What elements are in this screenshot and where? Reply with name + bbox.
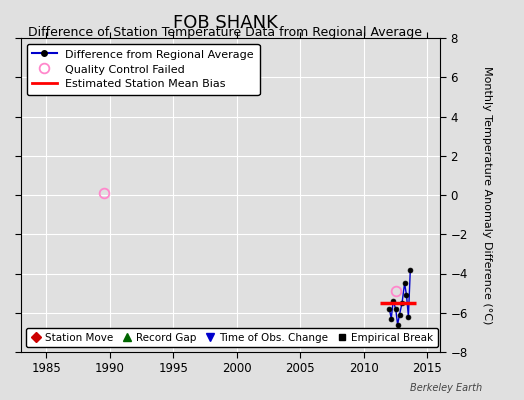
Text: Difference of Station Temperature Data from Regional Average: Difference of Station Temperature Data f… [28,26,422,39]
Y-axis label: Monthly Temperature Anomaly Difference (°C): Monthly Temperature Anomaly Difference (… [482,66,492,324]
Text: Berkeley Earth: Berkeley Earth [410,383,482,393]
Text: FOB SHANK: FOB SHANK [173,14,278,32]
Legend: Station Move, Record Gap, Time of Obs. Change, Empirical Break: Station Move, Record Gap, Time of Obs. C… [26,328,438,347]
